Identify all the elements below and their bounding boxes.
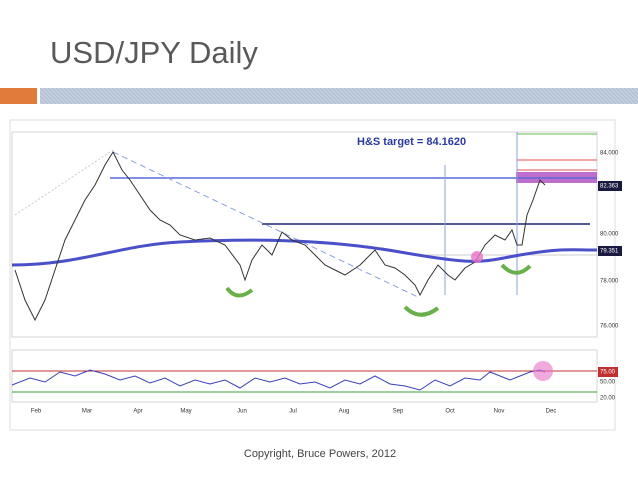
trend-line bbox=[112, 151, 421, 299]
highlight bbox=[533, 361, 553, 381]
x-label: Oct bbox=[445, 409, 455, 415]
moving-average bbox=[11, 238, 598, 267]
price-line bbox=[14, 150, 546, 322]
rsi-label: 20.00 bbox=[600, 396, 616, 402]
slide-title: USD/JPY Daily bbox=[50, 35, 258, 70]
x-label: Feb bbox=[31, 409, 42, 415]
rsi-panel bbox=[11, 349, 598, 403]
y-label: 82.363 bbox=[600, 184, 619, 190]
x-label: Aug bbox=[339, 409, 350, 415]
x-label: Apr bbox=[133, 409, 142, 415]
y-label: 84.000 bbox=[600, 151, 619, 157]
rsi-tag bbox=[598, 367, 618, 377]
rsi-label: 50.00 bbox=[600, 380, 616, 386]
copyright: Copyright, Bruce Powers, 2012 bbox=[244, 448, 396, 460]
rsi-line bbox=[11, 369, 546, 391]
price-tag bbox=[598, 246, 622, 256]
x-label: Dec bbox=[546, 409, 557, 415]
rsi-label: 75.00 bbox=[600, 370, 616, 376]
x-label: Jun bbox=[237, 409, 247, 415]
chart-image: H&S target = 84.1620 bbox=[9, 119, 616, 431]
y-label: 76.000 bbox=[600, 324, 619, 330]
x-label: Nov bbox=[494, 409, 505, 415]
shoulder-arrow bbox=[500, 263, 532, 275]
accent-block bbox=[0, 88, 37, 104]
y-label: 80.000 bbox=[600, 232, 619, 238]
x-label: May bbox=[180, 409, 191, 415]
price-panel bbox=[11, 131, 598, 338]
y-label: 78.000 bbox=[600, 279, 619, 285]
price-tag bbox=[598, 181, 622, 191]
shoulder-arrow bbox=[225, 286, 254, 298]
x-label: Jul bbox=[289, 409, 297, 415]
highlight bbox=[471, 251, 483, 263]
title-bar bbox=[40, 88, 638, 104]
x-label: Sep bbox=[393, 409, 404, 415]
x-label: Mar bbox=[82, 409, 92, 415]
trend-line bbox=[14, 149, 114, 216]
head-arrow bbox=[403, 305, 440, 317]
y-label: 79.351 bbox=[600, 249, 619, 255]
annotation: H&S target = 84.1620 bbox=[357, 136, 466, 148]
